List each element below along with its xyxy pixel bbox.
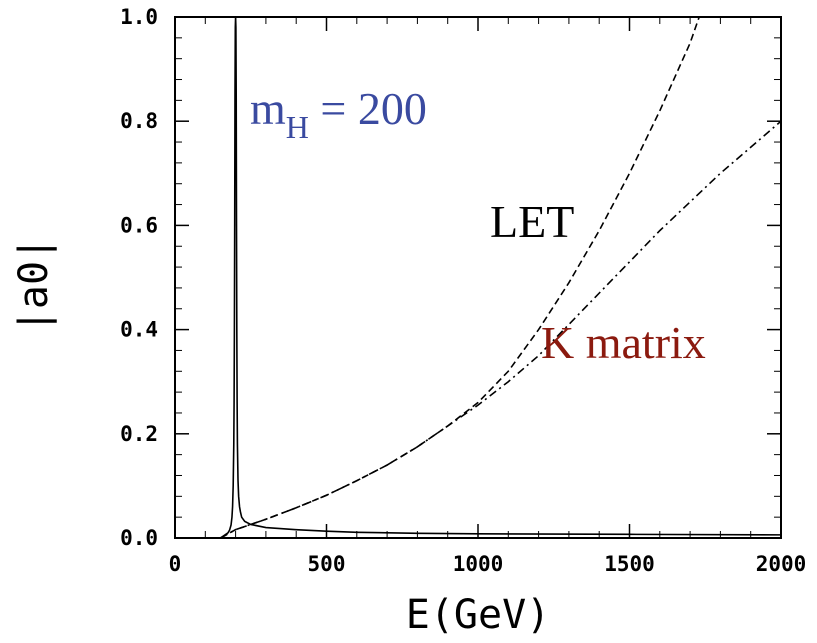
- let-annotation: LET: [490, 196, 574, 247]
- x-tick-label: 1000: [453, 552, 504, 576]
- higgs-resonance-line: [175, 16, 782, 539]
- tick-layer: [174, 16, 782, 539]
- higgs-mass-subscript: H: [286, 109, 309, 145]
- kmatrix-annotation: K matrix: [541, 317, 706, 368]
- x-tick-label: 0: [169, 552, 182, 576]
- higgs-mass-annotation: mH = 200: [250, 83, 427, 145]
- y-tick-label: 0.4: [120, 318, 158, 342]
- let-line: [220, 16, 700, 539]
- series-layer: [175, 16, 782, 539]
- y-tick-label: 0.2: [120, 422, 158, 446]
- y-tick-label: 0.0: [120, 526, 158, 550]
- higgs-mass-value: = 200: [309, 83, 427, 134]
- y-tick-label: 1.0: [120, 5, 158, 29]
- y-tick-label: 0.8: [120, 109, 158, 133]
- x-tick-label: 500: [308, 552, 346, 576]
- x-tick-label: 2000: [756, 552, 807, 576]
- y-axis-title: |a0|: [11, 237, 57, 333]
- plot-frame: [174, 16, 782, 539]
- kmatrix-line: [220, 120, 782, 539]
- tick-label-layer: 0 500 1000 1500 2000 0.0 0.2 0.4 0.6 0.8 1.0: [120, 5, 806, 576]
- x-axis-title: E(GeV): [406, 592, 551, 638]
- x-tick-label: 1500: [604, 552, 655, 576]
- higgs-mass-symbol: m: [250, 83, 286, 134]
- y-tick-label: 0.6: [120, 213, 158, 237]
